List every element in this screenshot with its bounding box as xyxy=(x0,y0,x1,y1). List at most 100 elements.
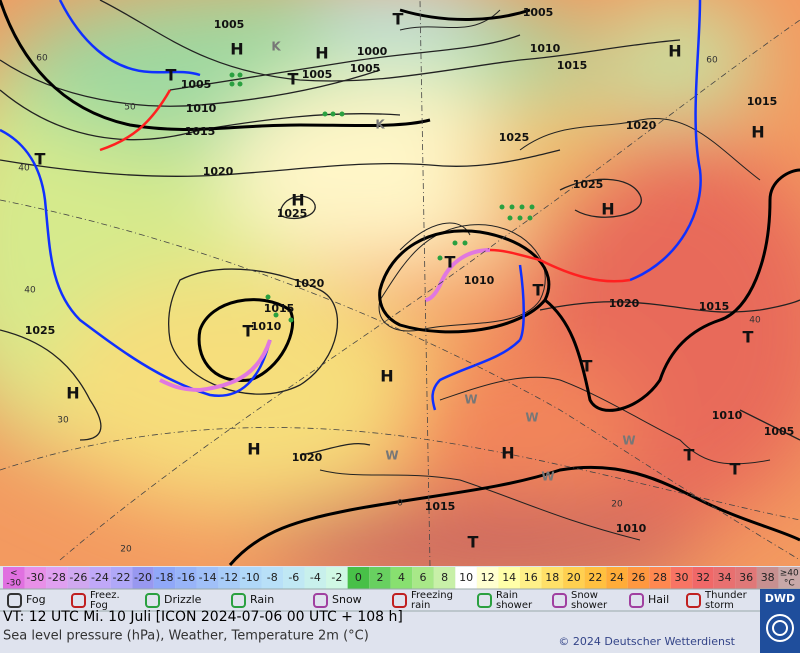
isobar-label: 1025 xyxy=(573,178,604,191)
scale-label: 26 xyxy=(631,571,645,584)
scale-cell xyxy=(89,567,111,589)
pressure-system: T xyxy=(393,10,404,29)
weather-letter: K xyxy=(271,40,281,54)
isobar-label: 1020 xyxy=(203,165,234,178)
temperature-label: 20 xyxy=(120,545,132,555)
legend-icon xyxy=(71,593,86,608)
scale-cell xyxy=(304,567,327,589)
pressure-system: T xyxy=(166,66,177,85)
legend-label: Hail xyxy=(648,593,669,606)
scale-cell xyxy=(283,567,305,589)
scale-cell xyxy=(46,567,68,589)
scale-cell xyxy=(584,567,607,589)
temperature-label: 60 xyxy=(36,54,48,64)
weather-letter: W xyxy=(385,449,398,463)
temperature-label: 0 xyxy=(397,499,403,509)
pressure-system: T xyxy=(35,150,46,169)
pressure-system: T xyxy=(684,446,695,465)
legend-label: Fog xyxy=(90,600,108,611)
scale-cell xyxy=(455,567,477,589)
isobar-label: 1025 xyxy=(277,207,308,220)
scale-cell xyxy=(3,567,25,589)
scale-cell xyxy=(606,567,628,589)
pressure-system: H xyxy=(291,191,304,210)
isobar-label: 1020 xyxy=(292,451,323,464)
weather-letter: K xyxy=(375,118,385,132)
scale-label: 22 xyxy=(588,571,602,584)
scale-label: -30 xyxy=(6,579,21,589)
scale-cell xyxy=(347,567,370,589)
scale-label: 34 xyxy=(718,571,732,584)
description: Sea level pressure (hPa), Weather, Tempe… xyxy=(3,629,369,644)
legend-icon xyxy=(145,593,160,608)
scale-label: -28 xyxy=(48,571,66,584)
scale-cell xyxy=(498,567,520,589)
scale-label: -10 xyxy=(242,571,260,584)
isobar-label: 1015 xyxy=(557,59,588,72)
scale-label: 10 xyxy=(459,571,473,584)
scale-label: -18 xyxy=(156,571,174,584)
scale-cell xyxy=(670,567,693,589)
temperature-label: 40 xyxy=(749,316,761,326)
valid-time: VT: 12 UTC Mi. 10 Juli [ICON 2024-07-06 … xyxy=(3,609,403,625)
legend-icon xyxy=(477,593,492,608)
scale-label: °C xyxy=(784,579,795,589)
scale-cell xyxy=(132,567,154,589)
scale-label: 16 xyxy=(524,571,538,584)
pressure-system: T xyxy=(533,281,544,300)
isobar-label: 1010 xyxy=(712,409,743,422)
scale-label: -24 xyxy=(91,571,109,584)
isobar-label: 1010 xyxy=(616,522,647,535)
scale-cell xyxy=(692,567,714,589)
scale-label: -20 xyxy=(134,571,152,584)
weather-letter: W xyxy=(525,411,538,425)
isobar-label: 1005 xyxy=(302,68,333,81)
logo-text: DWD xyxy=(765,592,795,605)
scale-label: -6 xyxy=(288,571,299,584)
pressure-system: T xyxy=(445,253,456,272)
pressure-system: H xyxy=(247,440,260,459)
scale-label: -22 xyxy=(112,571,130,584)
scale-label: 38 xyxy=(761,571,775,584)
temperature-label: 40 xyxy=(18,164,30,174)
scale-label: 4 xyxy=(398,571,405,584)
temperature-label: 30 xyxy=(57,416,69,426)
pressure-system: T xyxy=(730,460,741,479)
scale-cell xyxy=(218,567,240,589)
scale-cell xyxy=(326,567,348,589)
isobar-label: 1010 xyxy=(464,274,495,287)
scale-cell xyxy=(541,567,564,589)
legend-label: Rain xyxy=(250,593,274,606)
legend-icon xyxy=(686,593,701,608)
scale-label: -14 xyxy=(199,571,217,584)
pressure-system: T xyxy=(288,70,299,89)
scale-label: -26 xyxy=(69,571,87,584)
isobar-label: 1015 xyxy=(699,300,730,313)
scale-cell xyxy=(261,567,284,589)
scale-label: 36 xyxy=(739,571,753,584)
isobar-label: 1020 xyxy=(609,297,640,310)
legend-label: Thunder xyxy=(704,590,748,601)
scale-cell xyxy=(735,567,757,589)
legend-label: Snow xyxy=(332,593,362,606)
scale-label: 20 xyxy=(567,571,581,584)
legend-icon xyxy=(7,593,22,608)
legend-label: rain xyxy=(411,600,430,611)
isobar-label: 1025 xyxy=(25,324,56,337)
scale-cell xyxy=(433,567,456,589)
scale-cell xyxy=(369,567,391,589)
legend-icon xyxy=(552,593,567,608)
scale-cell xyxy=(778,567,800,589)
scale-label: 24 xyxy=(610,571,624,584)
isobar-label: 1025 xyxy=(499,131,530,144)
weather-letter: W xyxy=(464,393,477,407)
pressure-system: T xyxy=(468,533,479,552)
legend-label: Snow xyxy=(571,590,598,601)
isobar-label: 1005 xyxy=(181,78,212,91)
scale-label: -4 xyxy=(310,571,321,584)
temperature-label: 40 xyxy=(24,286,36,296)
temperature-label: 20 xyxy=(611,500,623,510)
scale-label: 30 xyxy=(675,571,689,584)
isobar-label: 1005 xyxy=(350,62,381,75)
scale-cell xyxy=(627,567,650,589)
